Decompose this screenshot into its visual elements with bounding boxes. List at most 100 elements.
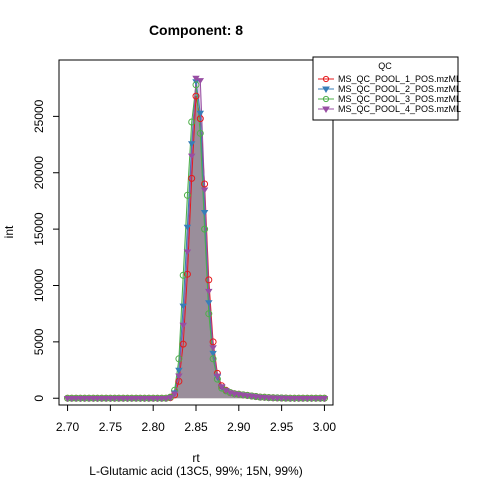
- data-point: [136, 396, 145, 402]
- legend-marker: [322, 75, 330, 83]
- data-point: [282, 395, 290, 402]
- y-tick-label: 5000: [32, 328, 46, 355]
- data-point: [115, 396, 123, 402]
- data-point: [170, 391, 179, 398]
- x-tick-label: 2.95: [270, 420, 294, 434]
- chart-subtitle: L-Glutamic acid (13C5, 99%; 15N, 99%): [89, 464, 302, 478]
- data-point: [166, 395, 175, 402]
- x-tick-label: 2.75: [99, 420, 123, 434]
- data-point: [200, 210, 209, 216]
- legend-box: [312, 56, 459, 121]
- data-point: [299, 396, 307, 402]
- data-point: [187, 141, 196, 148]
- data-point: [205, 310, 213, 318]
- data-point: [162, 396, 170, 402]
- x-tick-label: 2.70: [56, 420, 80, 434]
- data-point: [196, 78, 205, 85]
- data-point: [209, 355, 217, 363]
- y-tick-label: 20000: [32, 156, 46, 190]
- data-point: [175, 373, 183, 380]
- legend-marker: [322, 95, 330, 103]
- legend-title: QC: [378, 61, 392, 71]
- data-point: [188, 174, 196, 182]
- data-point: [179, 271, 187, 279]
- y-tick-label: 0: [32, 395, 46, 402]
- data-point: [183, 224, 192, 231]
- data-point: [286, 396, 294, 402]
- y-tick-label: 25000: [32, 99, 46, 133]
- data-point: [209, 338, 217, 346]
- data-point: [102, 396, 110, 402]
- data-point: [179, 303, 187, 310]
- data-point: [209, 345, 217, 352]
- data-point: [85, 396, 93, 402]
- data-point: [320, 396, 329, 402]
- data-point: [93, 396, 102, 402]
- data-point: [72, 396, 80, 402]
- x-tick-label: 3.00: [313, 420, 337, 434]
- data-point: [188, 118, 196, 126]
- x-tick-label: 2.80: [142, 420, 166, 434]
- legend: QC MS_QC_POOL_1_POS.mzMLMS_QC_POOL_2_POS…: [312, 56, 461, 121]
- series-area-4: [67, 78, 325, 399]
- data-point: [303, 396, 312, 402]
- data-point: [183, 270, 191, 278]
- data-point: [128, 396, 136, 402]
- data-point: [196, 110, 205, 117]
- data-point: [68, 396, 76, 402]
- y-axis: 0 5000 10000 15000 20000 25000: [32, 99, 60, 402]
- data-point: [183, 191, 191, 199]
- data-point: [205, 288, 213, 295]
- data-point: [273, 395, 282, 402]
- legend-label: MS_QC_POOL_4_POS.mzML: [338, 104, 461, 114]
- data-point: [312, 396, 320, 402]
- data-point: [192, 92, 200, 100]
- data-point: [153, 396, 162, 402]
- series-marker-layer: [63, 75, 329, 402]
- data-point: [179, 322, 187, 329]
- data-point: [200, 187, 209, 194]
- data-point: [149, 396, 157, 402]
- data-point: [201, 180, 209, 188]
- chart-title: Component: 8: [149, 22, 243, 38]
- data-point: [175, 367, 183, 374]
- legend-marker: [322, 106, 330, 113]
- data-point: [175, 355, 183, 363]
- y-tick-label: 15000: [32, 212, 46, 246]
- legend-marker: [322, 86, 330, 93]
- data-point: [179, 340, 187, 348]
- data-point: [290, 396, 299, 402]
- data-point: [106, 396, 115, 402]
- y-tick-label: 10000: [32, 268, 46, 302]
- data-point: [209, 350, 217, 357]
- x-axis: 2.70 2.75 2.80 2.85 2.90 2.95 3.00: [56, 404, 337, 434]
- x-tick-label: 2.90: [227, 420, 251, 434]
- series-area-1: [67, 96, 325, 399]
- data-point: [277, 395, 286, 402]
- data-point: [183, 249, 192, 256]
- data-point: [123, 396, 132, 402]
- series-area-3: [67, 84, 325, 399]
- data-point: [187, 153, 196, 160]
- data-point: [217, 384, 226, 391]
- data-point: [145, 396, 153, 402]
- data-point: [140, 396, 149, 402]
- data-point: [213, 373, 222, 380]
- x-tick-label: 2.85: [184, 420, 208, 434]
- data-point: [192, 81, 200, 89]
- legend-label: MS_QC_POOL_2_POS.mzML: [338, 84, 461, 94]
- legend-label: MS_QC_POOL_1_POS.mzML: [338, 74, 461, 84]
- legend-label: MS_QC_POOL_3_POS.mzML: [338, 94, 461, 104]
- peak-area-layer: [67, 78, 325, 399]
- data-point: [119, 396, 127, 402]
- data-point: [201, 225, 209, 233]
- data-point: [205, 300, 213, 307]
- data-point: [307, 396, 316, 402]
- data-point: [80, 396, 89, 402]
- series-area-2: [67, 81, 325, 399]
- x-axis-label: rt: [192, 451, 200, 465]
- data-point: [76, 396, 85, 402]
- y-axis-label: int: [2, 225, 16, 238]
- data-point: [205, 276, 213, 284]
